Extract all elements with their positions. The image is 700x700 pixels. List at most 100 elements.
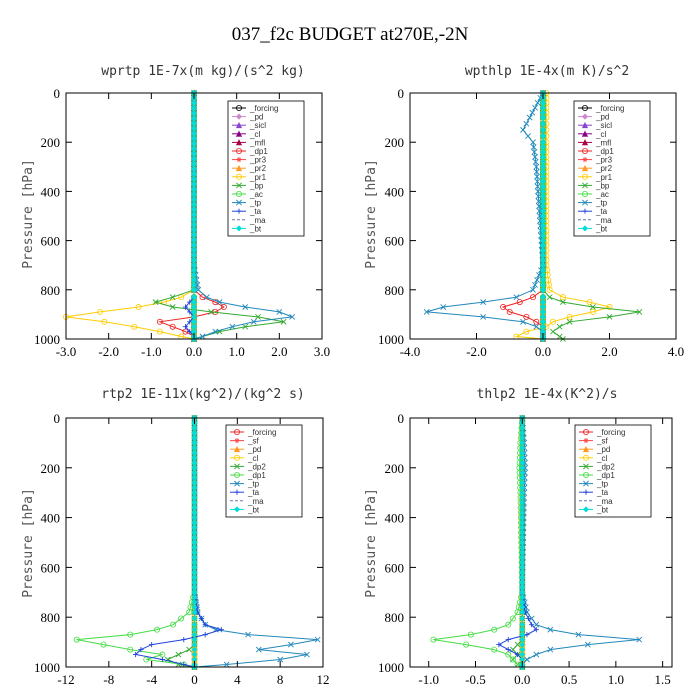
legend-marker [235,173,242,180]
data-point [556,323,563,330]
x-tick-label: 0 [191,672,198,687]
data-point [229,323,236,330]
legend-item: _forcing [232,104,278,113]
data-point [220,304,227,311]
data-point [535,193,542,200]
legend-item: _pr1 [232,173,267,182]
data-point [178,615,185,622]
legend-item: _tp [230,480,260,489]
legend-label: _dp2 [596,462,615,471]
legend-label: _mfl [595,138,611,147]
data-point [523,120,530,127]
data-point [529,109,536,116]
legend-marker [581,130,589,137]
legend-marker [234,480,240,487]
data-point [314,636,321,643]
data-point [149,641,155,648]
legend-label: _sicl [595,121,612,130]
panel-title: wprtp 1E-7x(m kg)/(s^2 kg) [101,64,305,79]
data-point [534,183,541,190]
legend-item: _dp1 [230,471,266,480]
legend-marker [235,105,242,112]
data-point [516,299,523,306]
data-point [423,309,430,315]
legend-item: _dp1 [232,147,268,156]
series-bt [190,89,198,343]
legend-marker [582,190,589,197]
data-point [480,299,487,306]
data-point [135,304,142,311]
data-point [589,304,596,310]
data-point [536,203,542,210]
legend-label: _dp1 [247,471,266,480]
data-point [559,294,566,301]
data-point [440,304,447,310]
data-point [526,114,533,121]
legend-item: _dp1 [578,147,614,156]
legend-label: _sf [596,437,608,446]
data-point [223,661,230,668]
legend-marker [235,225,243,232]
legend-label: _bt [596,505,609,514]
data-point [245,631,251,638]
legend-marker [581,225,589,232]
data-point [532,104,538,111]
legend-label: _tp [249,199,262,208]
series-line [433,417,523,668]
legend-marker [582,208,588,214]
legend-marker [235,190,242,197]
legend-item: _tp [579,480,609,489]
data-point [533,168,540,175]
legend-label: _cl [247,454,258,463]
data-point [520,126,526,133]
data-point [534,277,540,283]
legend-item: _bt [230,505,260,514]
x-tick-label: 1.5 [655,672,671,687]
legend-label: _cl [249,130,260,139]
legend-item: _mfl [232,138,265,147]
data-point [159,656,165,663]
legend-marker [581,113,589,120]
legend-label: _sf [247,437,259,446]
legend-marker [582,105,589,112]
legend-item: _sf [230,437,259,446]
series-dp1 [73,414,198,671]
data-point [202,622,208,628]
y-tick-label: 800 [385,283,405,298]
legend-label: _ma [249,216,266,225]
data-point [530,144,537,151]
plot-area [73,414,321,671]
legend-label: _pd [249,113,263,122]
data-point [533,621,540,628]
legend-item: _sf [579,437,608,446]
legend-marker [234,438,240,444]
legend-item: _cl [578,130,606,139]
x-tick-label: 0.0 [186,344,202,359]
legend-label: _bt [249,224,262,233]
data-point [539,114,547,121]
legend-marker [582,445,590,453]
data-point [491,626,498,633]
legend-label: _ac [249,190,263,199]
data-point [127,631,134,638]
data-point [539,126,547,133]
legend-label: _cl [596,454,607,463]
data-point [547,626,554,633]
legend-label: _pd [247,445,261,454]
legend-item: _bp [578,181,610,190]
y-tick-label: 1000 [378,332,404,347]
data-point [550,328,556,335]
plot-area [63,89,296,343]
data-point [289,313,296,320]
legend-marker [582,147,589,154]
y-tick-label: 200 [41,135,61,150]
y-axis-label: Pressure [hPa] [364,488,379,598]
data-point [506,308,513,315]
legend-marker [236,157,242,163]
data-point [277,656,284,663]
x-tick-label: 3.0 [314,344,330,359]
legend-label: _tp [596,480,609,489]
x-tick-label: -3.0 [56,344,77,359]
legend-label: _bt [247,505,260,514]
data-point [532,154,538,160]
